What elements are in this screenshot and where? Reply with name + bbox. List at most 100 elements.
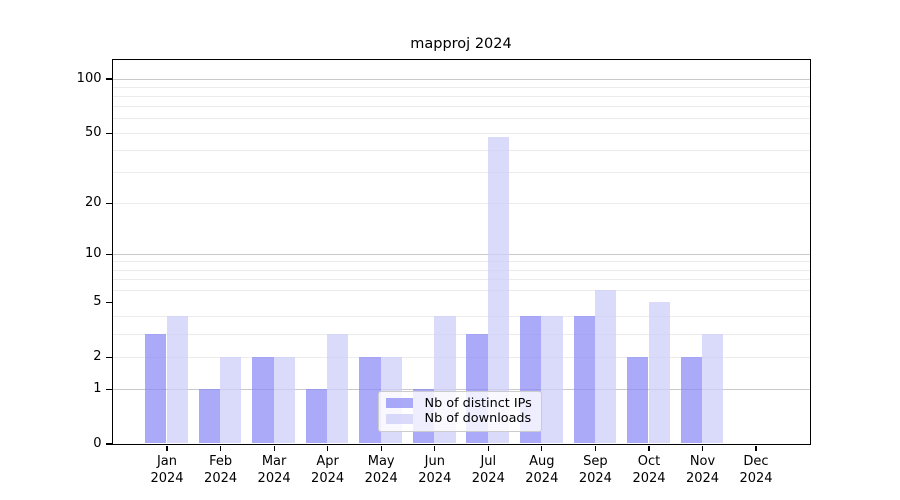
x-axis-tick-label: Jul 2024: [456, 453, 520, 487]
x-axis-tick-label: Apr 2024: [296, 453, 360, 487]
x-axis-tick: [434, 445, 436, 451]
bar-distinct-ips-mar: [252, 356, 274, 444]
x-axis-tick-label: Feb 2024: [189, 453, 253, 487]
y-axis-tick-label: 5: [93, 294, 102, 310]
legend-item-downloads: Nb of downloads: [385, 411, 535, 427]
y-axis-tick: [105, 253, 112, 255]
x-axis-tick-label: Sep 2024: [563, 453, 627, 487]
bar-distinct-ips-apr: [305, 388, 328, 444]
x-tick-month: Aug: [529, 454, 555, 469]
y-axis-tick-label: 50: [84, 125, 102, 141]
x-tick-month: Apr: [316, 454, 339, 469]
y-gridline-minor: [112, 132, 810, 134]
y-axis-tick: [105, 388, 112, 390]
x-tick-month: Nov: [689, 454, 716, 469]
legend-label: Nb of distinct IPs: [424, 395, 532, 411]
y-gridline-minor: [112, 316, 810, 318]
x-tick-month: Mar: [261, 454, 287, 469]
x-tick-year: 2024: [364, 471, 398, 486]
x-tick-month: Feb: [209, 454, 233, 469]
bar-downloads-mar: [273, 356, 295, 444]
bar-distinct-ips-may: [359, 356, 381, 444]
x-tick-year: 2024: [150, 471, 184, 486]
chart-title: mapproj 2024: [410, 36, 512, 52]
bar-downloads-jan: [166, 316, 188, 444]
x-tick-year: 2024: [578, 471, 612, 486]
x-tick-month: Jun: [424, 454, 445, 469]
legend-item-distinct-ips: Nb of distinct IPs: [385, 395, 535, 412]
x-tick-year: 2024: [311, 471, 345, 486]
y-axis-tick: [105, 301, 112, 303]
x-tick-year: 2024: [418, 471, 452, 486]
x-axis-tick: [594, 445, 596, 451]
y-axis-tick: [105, 202, 112, 204]
y-gridline-minor: [112, 261, 810, 263]
y-gridline-minor: [112, 106, 810, 108]
x-axis-tick-label: Dec 2024: [724, 453, 788, 487]
x-axis-tick-label: May 2024: [349, 453, 413, 487]
x-axis-tick: [220, 445, 222, 451]
x-axis-tick: [755, 445, 757, 451]
bar-downloads-nov: [702, 333, 724, 444]
y-axis-tick-label: 100: [76, 71, 102, 86]
x-axis-tick-label: Aug 2024: [510, 453, 574, 487]
x-axis-tick: [327, 445, 329, 451]
x-tick-year: 2024: [204, 471, 238, 486]
y-axis-tick-label: 0: [93, 436, 102, 451]
legend-swatch: [385, 398, 413, 409]
x-tick-year: 2024: [471, 471, 505, 486]
y-gridline-minor: [112, 289, 810, 291]
bar-distinct-ips-sep: [573, 316, 595, 444]
x-axis-tick: [380, 445, 382, 451]
y-axis-tick: [105, 132, 112, 134]
y-gridline-minor: [112, 202, 810, 204]
y-gridline-major: [112, 253, 810, 255]
bar-downloads-feb: [220, 356, 242, 444]
y-gridline-minor: [112, 279, 810, 280]
x-axis-tick-label: Oct 2024: [617, 453, 681, 487]
bar-distinct-ips-feb: [198, 388, 221, 444]
x-axis-tick-label: Nov 2024: [671, 453, 735, 487]
y-axis-tick-label: 10: [84, 246, 102, 262]
x-tick-month: May: [367, 454, 395, 469]
y-gridline-major: [112, 78, 810, 80]
x-axis-tick-label: Jun 2024: [403, 453, 467, 487]
y-gridline-minor: [112, 269, 810, 271]
bar-downloads-jul: [487, 137, 510, 444]
y-axis-tick: [105, 78, 112, 80]
x-axis-tick: [701, 445, 704, 451]
legend-label: Nb of downloads: [424, 411, 532, 427]
x-axis-tick: [487, 445, 489, 451]
x-axis-tick: [648, 445, 650, 451]
y-axis-tick: [105, 443, 112, 445]
y-axis-tick: [105, 356, 112, 358]
legend-swatch: [385, 413, 413, 424]
y-gridline-minor: [112, 333, 810, 335]
y-gridline-minor: [112, 96, 810, 97]
bar-downloads-sep: [594, 289, 617, 444]
x-tick-month: Dec: [743, 454, 769, 469]
x-tick-year: 2024: [525, 471, 559, 486]
x-tick-month: Sep: [583, 454, 608, 469]
x-tick-month: Jan: [156, 454, 178, 469]
y-axis-tick-label: 2: [93, 349, 102, 365]
bar-distinct-ips-jan: [145, 333, 167, 444]
bar-distinct-ips-nov: [680, 356, 702, 444]
x-axis-tick: [541, 445, 543, 451]
x-tick-year: 2024: [685, 471, 720, 486]
y-gridline-minor: [112, 171, 810, 173]
y-gridline-minor: [112, 356, 810, 358]
y-axis-tick-label: 1: [93, 381, 102, 397]
y-gridline-minor: [112, 86, 810, 88]
x-tick-month: Jul: [480, 454, 497, 469]
legend: Nb of distinct IPs Nb of downloads: [377, 390, 542, 432]
plot-area: Nb of distinct IPs Nb of downloads: [111, 58, 811, 445]
x-axis-tick: [273, 445, 275, 451]
y-gridline-minor: [112, 118, 810, 120]
y-gridline-minor: [112, 149, 810, 151]
bar-downloads-oct: [648, 301, 670, 444]
x-tick-year: 2024: [739, 471, 773, 486]
x-axis-tick-label: Mar 2024: [242, 453, 306, 487]
x-axis-tick: [166, 445, 168, 451]
